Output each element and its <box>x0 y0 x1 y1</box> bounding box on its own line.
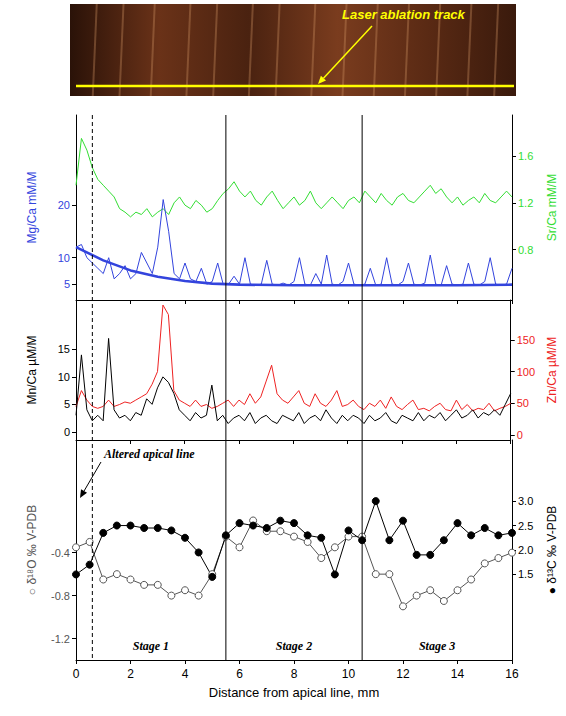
svg-text:-0.4: -0.4 <box>51 547 70 559</box>
svg-text:5: 5 <box>64 278 70 290</box>
svg-text:14: 14 <box>451 667 465 681</box>
svg-text:12: 12 <box>396 667 410 681</box>
svg-text:○ δ¹⁸O ‰ V-PDB: ○ δ¹⁸O ‰ V-PDB <box>25 505 39 595</box>
svg-text:Altered apical line: Altered apical line <box>103 447 195 461</box>
svg-text:0: 0 <box>517 429 523 441</box>
svg-text:Stage 3: Stage 3 <box>419 639 455 653</box>
svg-text:8: 8 <box>291 667 298 681</box>
svg-text:3.0: 3.0 <box>518 495 533 507</box>
svg-text:2: 2 <box>127 667 134 681</box>
svg-text:16: 16 <box>505 667 519 681</box>
svg-text:5: 5 <box>64 398 70 410</box>
svg-text:Mg/Ca mM/M: Mg/Ca mM/M <box>25 171 39 243</box>
svg-text:Zn/Ca µM/M: Zn/Ca µM/M <box>545 337 559 403</box>
svg-text:Distance from apical line, mm: Distance from apical line, mm <box>209 685 380 700</box>
svg-text:20: 20 <box>58 199 70 211</box>
svg-text:0: 0 <box>73 667 80 681</box>
svg-text:4: 4 <box>182 667 189 681</box>
svg-text:2.0: 2.0 <box>518 544 533 556</box>
svg-text:10: 10 <box>58 371 70 383</box>
svg-text:1.2: 1.2 <box>518 197 533 209</box>
svg-text:2.5: 2.5 <box>518 520 533 532</box>
svg-text:1.6: 1.6 <box>518 150 533 162</box>
svg-text:150: 150 <box>517 334 535 346</box>
svg-text:15: 15 <box>58 343 70 355</box>
svg-text:0: 0 <box>64 426 70 438</box>
svg-text:Stage 1: Stage 1 <box>133 639 169 653</box>
svg-text:-0.8: -0.8 <box>51 590 70 602</box>
svg-text:10: 10 <box>342 667 356 681</box>
svg-text:Stage 2: Stage 2 <box>276 639 312 653</box>
svg-text:6: 6 <box>236 667 243 681</box>
svg-text:Mn/Ca µM/M: Mn/Ca µM/M <box>25 336 39 405</box>
svg-text:Laser ablation track: Laser ablation track <box>342 7 466 22</box>
svg-text:10: 10 <box>58 252 70 264</box>
svg-text:50: 50 <box>517 397 529 409</box>
svg-text:-1.2: -1.2 <box>51 633 70 645</box>
svg-text:Sr/Ca mM/M: Sr/Ca mM/M <box>545 174 559 241</box>
svg-text:100: 100 <box>517 366 535 378</box>
svg-text:1.5: 1.5 <box>518 568 533 580</box>
svg-text:● δ¹³C ‰ V-PDB: ● δ¹³C ‰ V-PDB <box>545 506 559 595</box>
svg-text:0.8: 0.8 <box>518 244 533 256</box>
